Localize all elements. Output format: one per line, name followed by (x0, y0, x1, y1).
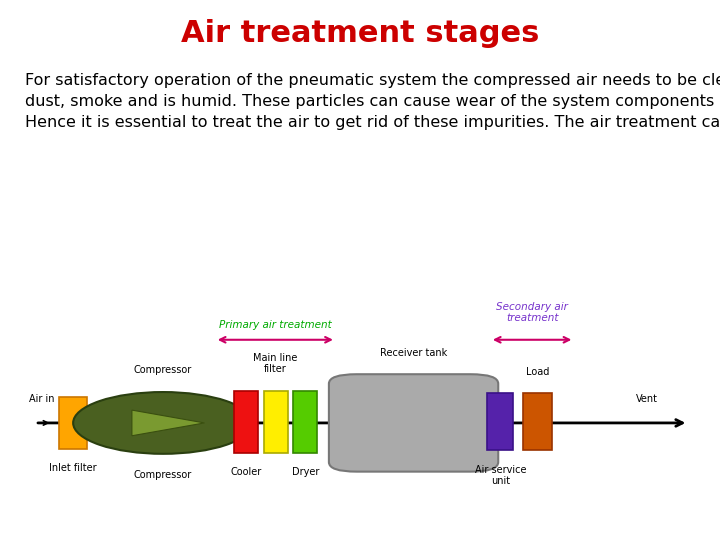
Text: Air in: Air in (30, 394, 55, 404)
Text: Air treatment stages: Air treatment stages (181, 19, 539, 48)
Bar (234, 391, 258, 453)
Text: Compressor: Compressor (134, 366, 192, 375)
Text: Main line
filter: Main line filter (253, 353, 298, 374)
Text: Cooler: Cooler (230, 467, 261, 477)
FancyBboxPatch shape (329, 374, 498, 471)
Text: Vent: Vent (636, 394, 658, 404)
Text: Load: Load (526, 367, 549, 376)
Text: Receiver tank: Receiver tank (380, 348, 447, 357)
Bar (487, 393, 513, 450)
Text: For satisfactory operation of the pneumatic system the compressed air needs to b: For satisfactory operation of the pneuma… (25, 73, 720, 130)
Bar (523, 393, 552, 450)
Text: Secondary air
treatment: Secondary air treatment (496, 301, 568, 323)
Bar (293, 391, 318, 453)
Text: Primary air treatment: Primary air treatment (219, 320, 332, 330)
Text: Air service
unit: Air service unit (474, 464, 526, 486)
Circle shape (73, 392, 253, 454)
Text: Compressor: Compressor (134, 470, 192, 481)
Polygon shape (132, 410, 204, 436)
Text: Inlet filter: Inlet filter (50, 463, 97, 474)
Text: Dryer: Dryer (292, 467, 319, 477)
Bar (59, 397, 87, 449)
Bar (264, 391, 288, 453)
